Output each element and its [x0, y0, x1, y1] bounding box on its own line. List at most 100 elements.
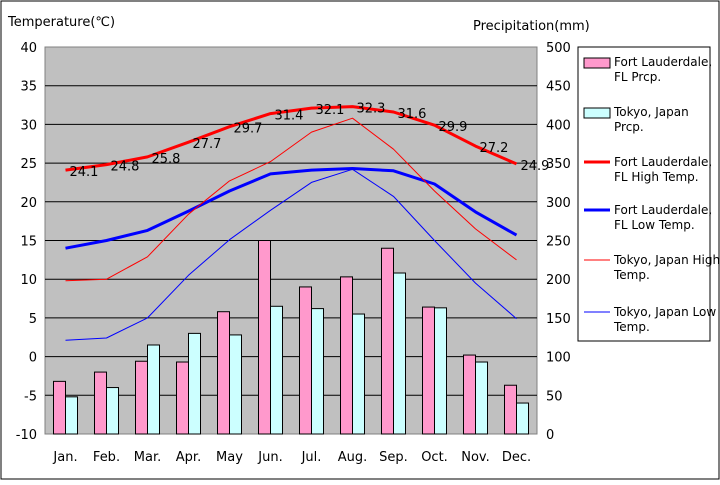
legend-box — [577, 46, 711, 342]
left-tick-label: -5 — [24, 389, 37, 404]
legend-label-line: Tokyo, Japan Low — [613, 305, 716, 319]
legend-label-line: FL Prcp. — [614, 70, 661, 84]
right-tick-label: 400 — [546, 118, 571, 133]
legend-label: Fort Lauderdale, FL High Temp. — [614, 155, 712, 184]
data-label: 25.8 — [152, 152, 181, 167]
legend-label: Tokyo, Japan High Temp. — [613, 253, 720, 282]
precip-bar — [229, 334, 242, 435]
temperature-line — [65, 105, 518, 172]
data-label: 29.7 — [234, 122, 263, 137]
x-tick-label: Jun. — [257, 450, 282, 465]
precip-bar — [94, 371, 107, 435]
x-tick-label: Feb. — [93, 450, 120, 465]
grid-lines — [45, 85, 537, 396]
data-label: 32.3 — [357, 102, 386, 117]
x-tick-label: May — [216, 450, 243, 465]
legend-label-line: FL Low Temp. — [614, 218, 695, 232]
temperature-line — [65, 117, 517, 282]
precip-bar — [422, 306, 435, 435]
right-tick-label: 350 — [546, 157, 571, 172]
left-tick-label: 15 — [20, 235, 37, 250]
temperature-lines — [65, 105, 518, 341]
axes: Temperature(℃) Precipitation(mm) -10 -5 0 5… — [7, 15, 590, 465]
legend-label-line: Fort Lauderdale, — [614, 155, 712, 169]
x-tick-label: Mar. — [134, 450, 161, 465]
legend-label: Fort Lauderdale, FL Prcp. — [614, 55, 712, 84]
left-tick-label: -10 — [16, 428, 37, 443]
temperature-line — [65, 168, 517, 341]
left-tick-label: 0 — [29, 351, 37, 366]
data-label: 29.9 — [439, 120, 468, 135]
legend-label-line: Temp. — [613, 320, 650, 334]
precip-bar — [188, 332, 201, 435]
precip-bar — [516, 402, 529, 435]
right-tick-label: 100 — [546, 351, 571, 366]
left-tick-label: 20 — [20, 196, 37, 211]
left-tick-label: 25 — [20, 157, 37, 172]
right-tick-label: 200 — [546, 273, 571, 288]
precipitation-bars — [53, 240, 529, 435]
precip-bar — [217, 311, 230, 435]
legend-label-line: Tokyo, Japan — [613, 105, 689, 119]
left-tick-label: 5 — [29, 312, 37, 327]
precip-bar — [340, 276, 353, 435]
precip-bar — [475, 361, 488, 435]
x-tick-label: Dec. — [502, 450, 531, 465]
x-tick-label: Nov. — [461, 450, 490, 465]
x-tick-label: Apr. — [176, 450, 201, 465]
precip-bar — [135, 360, 148, 435]
precip-bar — [463, 354, 476, 435]
legend-label: Fort Lauderdale, FL Low Temp. — [614, 203, 712, 232]
right-tick-label: 500 — [546, 41, 571, 56]
legend: Fort Lauderdale, FL Prcp.Tokyo, Japan Prcp… — [583, 55, 720, 334]
data-labels: 24.1 24.8 25.8 27.7 29.7 31.4 32.1 32.3 31.6 29.9… — [70, 102, 550, 180]
right-tick-label: 250 — [546, 235, 571, 250]
data-label: 24.1 — [70, 165, 99, 180]
precip-bar — [504, 384, 517, 435]
legend-swatch — [583, 57, 611, 69]
precip-bar — [299, 286, 312, 435]
right-tick-label: 150 — [546, 312, 571, 327]
right-tick-label: 450 — [546, 80, 571, 95]
x-tick-label: Jul. — [301, 450, 322, 465]
legend-label-line: Fort Lauderdale, — [614, 55, 712, 69]
legend-label-line: FL High Temp. — [614, 170, 699, 184]
data-label: 31.6 — [398, 107, 427, 122]
x-tick-label: Jan. — [52, 450, 77, 465]
left-axis-title: Temperature(℃) — [7, 15, 115, 30]
left-tick-label: 35 — [20, 80, 37, 95]
left-tick-label: 10 — [20, 273, 37, 288]
precip-bar — [352, 313, 365, 435]
precip-bar — [147, 344, 160, 435]
legend-label-line: Temp. — [613, 268, 650, 282]
precip-bar — [434, 307, 447, 435]
x-tick-label: Aug. — [338, 450, 368, 465]
legend-label: Tokyo, Japan Prcp. — [613, 105, 689, 134]
x-tick-label: Oct. — [421, 450, 448, 465]
left-tick-label: 40 — [20, 41, 37, 56]
precip-bar — [381, 247, 394, 435]
legend-label-line: Fort Lauderdale, — [614, 203, 712, 217]
precip-bar — [311, 308, 324, 435]
precip-bar — [53, 380, 66, 435]
right-tick-label: 0 — [546, 428, 554, 443]
precip-bar — [258, 240, 271, 435]
data-label: 27.7 — [193, 137, 222, 152]
left-tick-label: 30 — [20, 118, 37, 133]
legend-swatch — [583, 107, 611, 119]
precip-bar — [176, 361, 189, 435]
temperature-line — [65, 167, 518, 250]
right-tick-label: 300 — [546, 196, 571, 211]
precip-bar — [106, 387, 119, 435]
legend-label-line: Prcp. — [614, 120, 644, 134]
precip-bar — [270, 305, 283, 435]
x-tick-label: Sep. — [379, 450, 408, 465]
right-axis-title: Precipitation(mm) — [473, 19, 590, 34]
precip-bar — [65, 396, 78, 435]
data-label: 32.1 — [316, 103, 345, 118]
data-label: 24.8 — [111, 160, 140, 175]
legend-label-line: Tokyo, Japan High — [613, 253, 720, 267]
data-label: 31.4 — [275, 109, 304, 124]
